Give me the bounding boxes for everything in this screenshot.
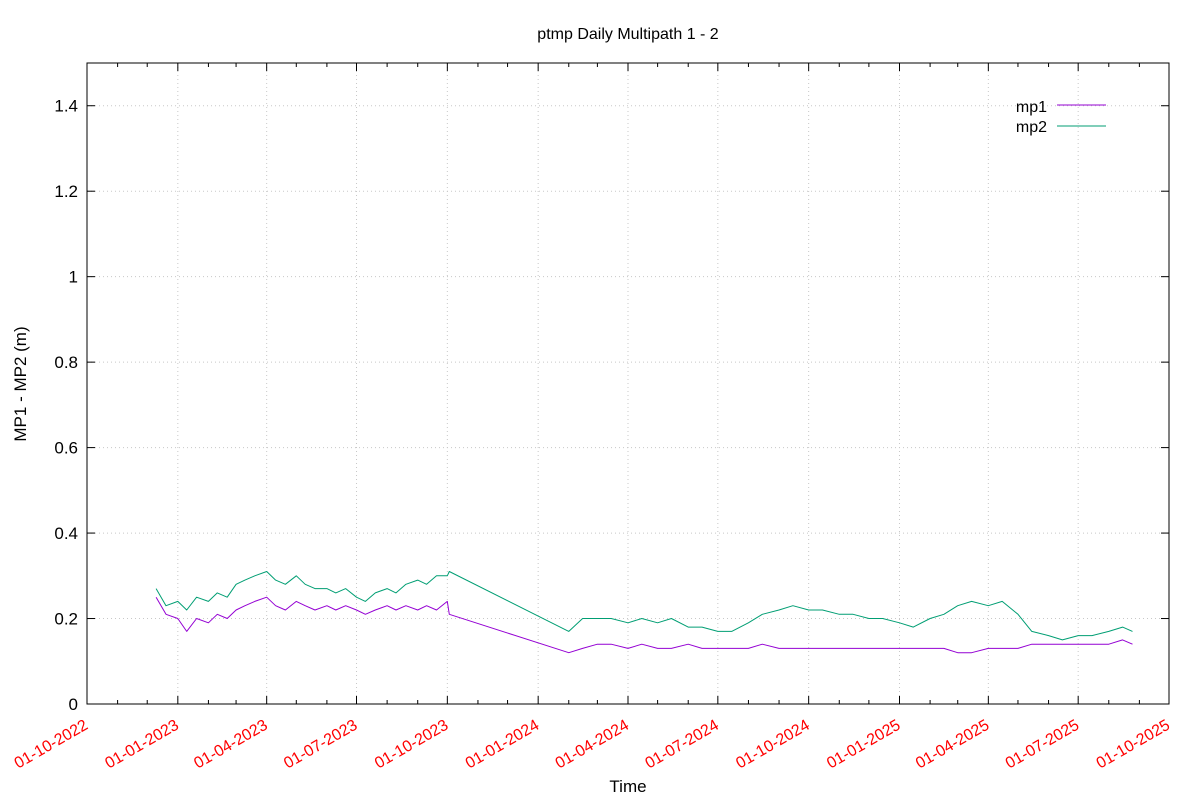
legend: mp1 mp2	[1016, 99, 1106, 136]
legend-label-mp1: mp1	[1016, 99, 1047, 116]
chart-title: ptmp Daily Multipath 1 - 2	[537, 26, 719, 43]
y-tick-label: 0.6	[54, 439, 78, 458]
y-tick-label: 0.4	[54, 524, 78, 543]
y-tick-label: 1	[69, 268, 78, 287]
x-axis-label: Time	[609, 777, 646, 796]
series-lines	[155, 571, 1133, 654]
grid-lines	[87, 63, 1169, 704]
legend-label-mp2: mp2	[1016, 119, 1047, 136]
y-tick-label: 1.2	[54, 182, 78, 201]
y-tick-label: 1.4	[54, 97, 78, 116]
series-line-mp2	[155, 571, 1133, 641]
series-line-mp1	[155, 596, 1133, 654]
y-tick-label: 0.2	[54, 610, 78, 629]
y-axis-label: MP1 - MP2 (m)	[11, 326, 30, 441]
axis-ticks	[86, 63, 1170, 705]
y-tick-label: 0	[69, 695, 78, 714]
y-tick-label: 0.8	[54, 353, 78, 372]
